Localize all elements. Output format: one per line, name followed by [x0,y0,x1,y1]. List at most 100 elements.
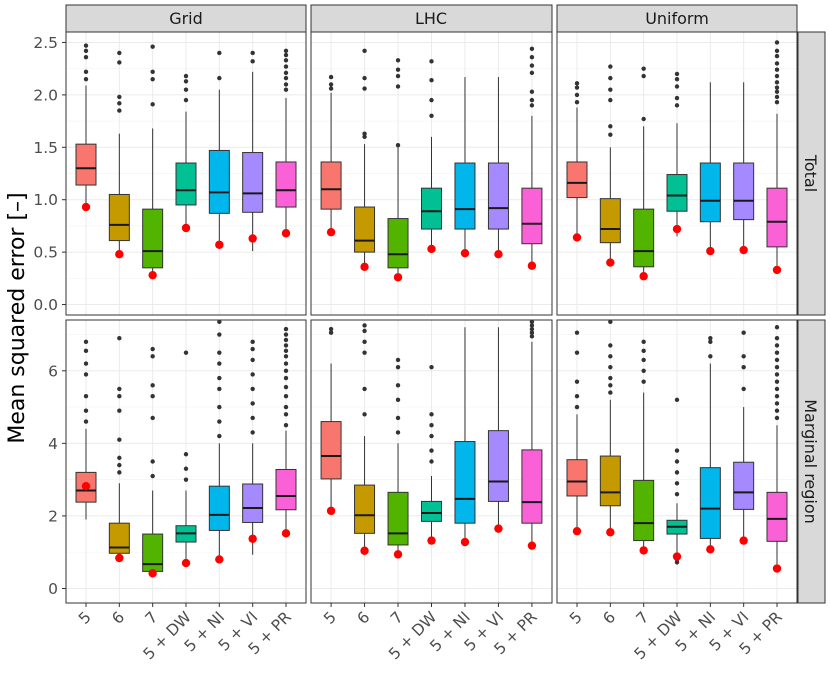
box-group [454,77,476,258]
outlier-point [529,334,535,339]
panel-border [556,31,798,316]
outlier-point [429,448,434,453]
outlier-point [283,412,289,417]
outlier-point [283,337,289,343]
box [354,206,376,253]
outlier-point [574,379,580,384]
y-tick-label: 1.0 [33,191,58,209]
outlier-point [217,375,222,381]
outlier-point [83,339,89,344]
red-point [772,564,782,573]
outlier-point [362,75,367,81]
box-group [387,58,409,282]
x-tick-label: 5 [566,608,586,628]
box-group [521,46,543,270]
box [521,449,543,524]
red-point [706,545,715,554]
column-strips: Grid LHC Uniform [65,4,798,33]
outlier-point [150,459,155,464]
x-tick-label: 5 [320,608,340,628]
box [699,162,721,223]
outlier-point [283,368,289,373]
outlier-point [283,393,289,399]
box [733,461,755,510]
outlier-point [674,397,680,403]
outlier-point [395,84,401,89]
red-point [672,552,682,561]
outlier-point [183,87,189,92]
red-point [460,248,470,258]
outlier-point [429,423,434,428]
outlier-point [608,87,613,92]
outlier-point [641,379,646,384]
outlier-point [574,404,580,410]
outlier-point [429,97,434,103]
outlier-point [774,343,780,348]
outlier-point [362,350,367,355]
red-point [739,536,748,545]
box [454,441,476,524]
red-point [460,537,470,547]
outlier-point [283,375,289,381]
box-group [320,326,342,516]
outlier-point [283,404,289,410]
box [320,421,342,480]
box [421,187,442,230]
x-tick-label: 6 [354,608,374,628]
row-strips: Total Marginal region [797,31,826,604]
outlier-point [362,131,367,136]
outlier-point [183,466,189,471]
box [108,522,130,554]
outlier-point [674,448,680,453]
outlier-point [674,84,680,89]
outlier-point [217,361,222,366]
outlier-point [774,61,780,66]
box [521,187,543,245]
outlier-point [529,54,535,60]
y-tick-label: 0.0 [33,296,58,314]
outlier-point [674,470,680,475]
red-point [527,261,537,270]
outlier-point [641,339,646,344]
box [175,162,197,206]
box-group [175,350,197,568]
outlier-point [741,330,746,335]
outlier-point [674,95,680,101]
outlier-point [150,346,155,352]
box [208,149,230,214]
strip-grid-label: Grid [169,9,203,28]
outlier-point [395,397,401,403]
outlier-point [362,339,367,344]
x-tick-label: 7 [387,608,407,628]
y-tick-label: 6 [48,362,58,380]
outlier-point [328,326,334,332]
outlier-point [362,134,367,140]
outlier-point [641,357,646,363]
x-tick-label: 6 [599,608,619,628]
outlier-point [183,452,189,457]
outlier-point [574,100,580,105]
outlier-point [429,78,434,83]
red-point [115,250,124,259]
x-tick-label: 5 [75,608,95,628]
outlier-point [774,335,780,341]
outlier-point [429,433,434,439]
box [387,218,409,269]
outlier-point [429,412,434,417]
outlier-point [774,48,780,54]
outlier-point [328,82,334,87]
outlier-point [641,368,646,373]
box-group [454,327,476,547]
outlier-point [83,419,89,424]
outlier-point [217,332,222,337]
y-tick-label: 2.5 [33,34,58,52]
box [599,455,621,507]
outlier-point [250,386,255,392]
outlier-point [283,332,289,337]
strip-lhc-bg [310,4,553,33]
box-group [208,319,230,564]
outlier-point [774,408,780,413]
outlier-point [362,86,367,91]
outlier-point [83,361,89,366]
